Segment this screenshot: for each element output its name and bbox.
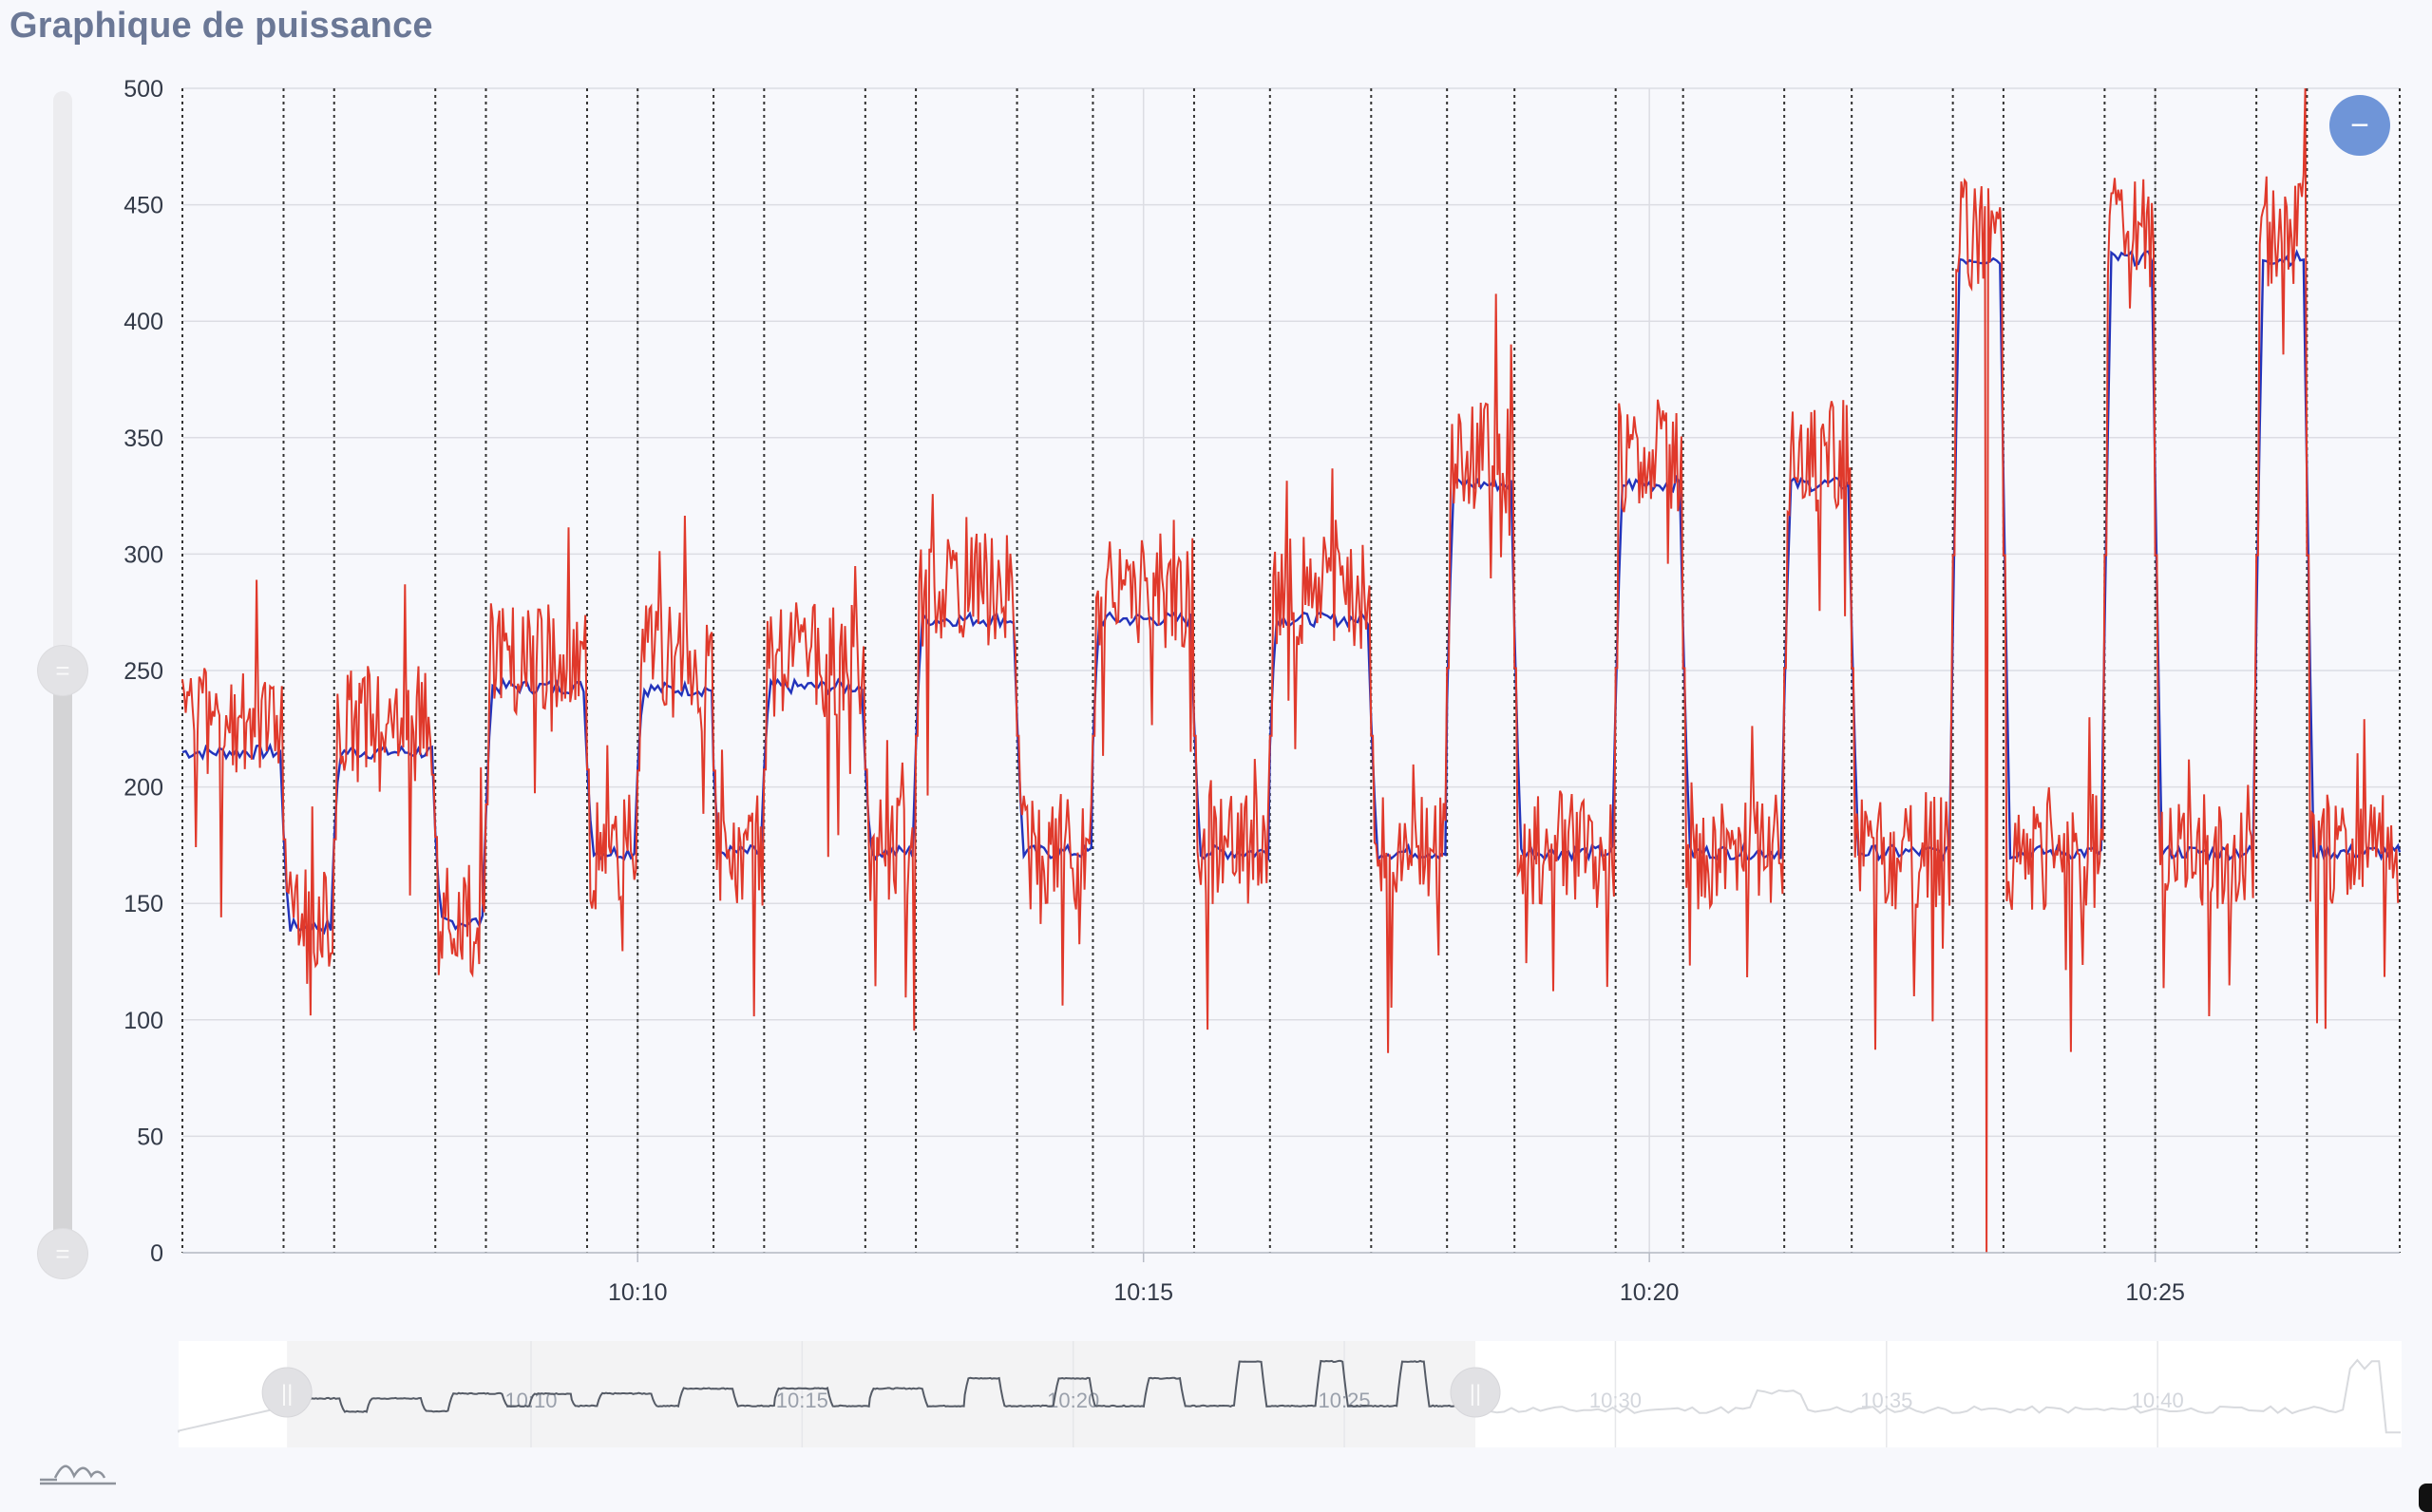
navigator-series-before xyxy=(178,1407,278,1433)
y-tick-label: 100 xyxy=(124,1008,163,1034)
y-tick-label: 200 xyxy=(124,775,163,802)
minus-icon: − xyxy=(2350,107,2369,143)
y-tick-label: 350 xyxy=(124,425,163,452)
y-tick-label: 250 xyxy=(124,658,163,685)
y-tick-label: 450 xyxy=(124,193,163,219)
y-range-slider-top-handle[interactable]: = xyxy=(38,646,87,695)
chart-type-icon[interactable] xyxy=(38,1453,118,1487)
y-tick-label: 500 xyxy=(124,76,163,103)
handle-grip-icon: = xyxy=(55,656,70,685)
axis-layer: 0 50 100 150 200 250 300 350 400 450 500 10:10 10:15… xyxy=(124,76,2400,1306)
y-tick-label: 50 xyxy=(137,1124,163,1150)
handle-grip-icon: = xyxy=(55,1239,70,1268)
navigator-left-handle[interactable]: || xyxy=(261,1367,313,1418)
x-tick-label: 10:20 xyxy=(1620,1279,1680,1306)
x-tick-label: 10:15 xyxy=(1113,1279,1173,1306)
pause-icon: || xyxy=(281,1381,293,1407)
y-tick-label: 150 xyxy=(124,891,163,917)
y-range-slider-bottom-handle[interactable]: = xyxy=(38,1229,87,1278)
lap-marker-layer xyxy=(181,88,2401,1253)
navigator: 10:10 10:15 10:20 10:25 10:30 10:35 10:40|| || xyxy=(178,1341,2402,1447)
x-tick-label: 10:10 xyxy=(608,1279,668,1306)
y-tick-label: 400 xyxy=(124,309,163,335)
navigator-tick-label: 10:25 xyxy=(1319,1389,1371,1412)
page-title: Graphique de puissance xyxy=(10,6,433,46)
grid-layer xyxy=(182,87,2400,1254)
x-tick-label: 10:25 xyxy=(2125,1279,2185,1306)
navigator-right-handle[interactable]: || xyxy=(1450,1367,1501,1418)
series-layer xyxy=(181,87,2402,1254)
actual-power-series xyxy=(181,87,2400,1254)
corner-indicator xyxy=(2419,1484,2432,1512)
navigator-series-selected xyxy=(287,1359,1476,1413)
zoom-out-button[interactable]: − xyxy=(2329,95,2390,156)
navigator-series-after xyxy=(1474,1358,2401,1434)
navigator-tick-label: 10:15 xyxy=(776,1389,828,1412)
pause-icon: || xyxy=(1470,1381,1481,1407)
y-tick-label: 300 xyxy=(124,541,163,568)
handle-circle xyxy=(1450,1367,1501,1418)
y-tick-label: 0 xyxy=(150,1240,163,1267)
y-range-slider-selection[interactable] xyxy=(53,671,72,1254)
handle-circle xyxy=(261,1367,313,1418)
